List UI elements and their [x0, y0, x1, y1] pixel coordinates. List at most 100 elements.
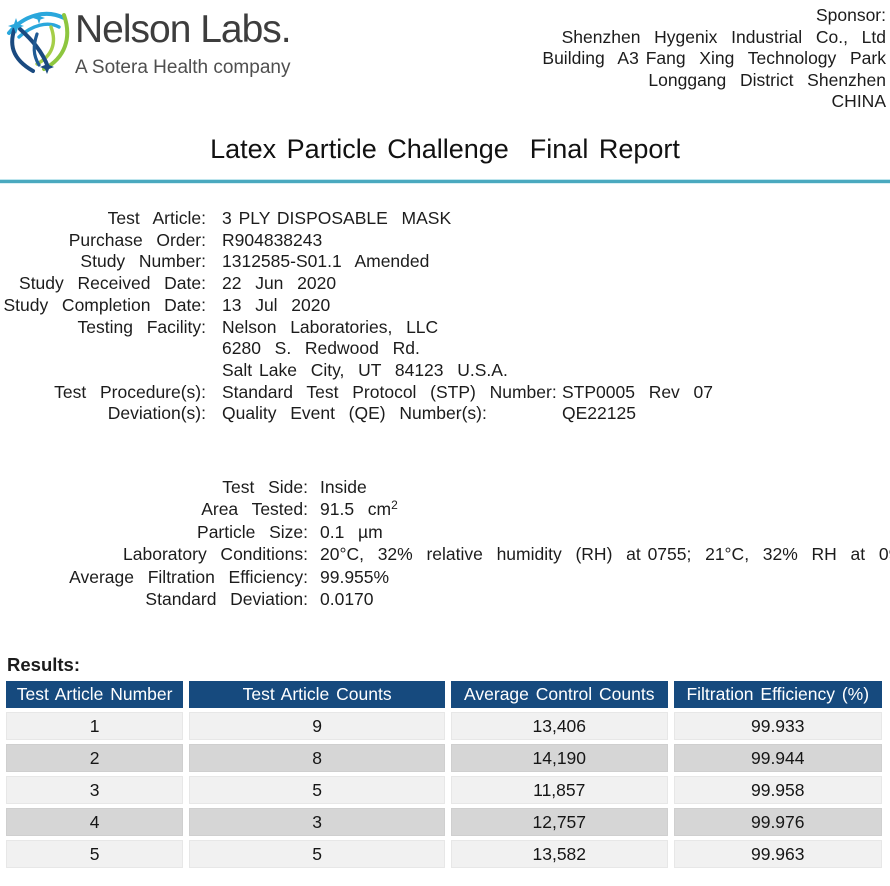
condition-label: Standard Deviation: [145, 589, 308, 610]
results-table: Test Article Number Test Article Counts … [0, 677, 888, 872]
detail-row: Study Completion Date: 13 Jul 2020 [0, 295, 890, 317]
cell-control-counts: 12,757 [451, 808, 668, 837]
cell-control-counts: 11,857 [451, 776, 668, 805]
study-details-section: Test Article: 3 PLY DISPOSABLE MASK Purc… [0, 208, 890, 425]
detail-sub-label: Standard Test Protocol (STP) Number: [222, 381, 557, 402]
detail-label [0, 338, 206, 360]
cell-filtration-efficiency: 99.944 [673, 744, 882, 773]
detail-value: Nelson Laboratories, LLC [222, 316, 439, 337]
cell-filtration-efficiency: 99.933 [673, 712, 882, 741]
detail-row: Purchase Order: R904838243 [0, 230, 890, 252]
cell-control-counts: 13,406 [451, 712, 668, 741]
detail-sub-value: STP0005 Rev 07 [562, 381, 713, 402]
sponsor-label: Sponsor: [815, 5, 886, 25]
condition-row: Average Filtration Efficiency: 99.955% [0, 566, 890, 588]
condition-row: Test Side: Inside [0, 476, 890, 498]
detail-label: Study Completion Date: [3, 294, 206, 315]
area-superscript: 2 [391, 498, 398, 513]
globe-logo-icon [7, 11, 70, 74]
condition-value: Inside [320, 477, 367, 498]
cell-article-number: 1 [6, 712, 184, 741]
cell-article-counts: 3 [189, 808, 446, 837]
detail-value: Standard Test Protocol (STP) Number: STP0… [222, 382, 713, 404]
column-header-filtration-efficiency: Filtration Efficiency (%) [673, 681, 882, 709]
detail-value: Quality Event (QE) Number(s): QE22125 [222, 403, 636, 425]
sponsor-address-line: Shenzhen Hygenix Industrial Co., Ltd [561, 26, 886, 47]
area-tested-value: 91.5 cm [320, 499, 392, 520]
cell-article-counts: 8 [189, 744, 446, 773]
cell-filtration-efficiency: 99.976 [673, 808, 882, 837]
page-header: Nelson Labs. A Sotera Health company Spo… [0, 0, 890, 112]
table-row: 3 5 11,857 99.958 [6, 776, 882, 805]
cell-article-counts: 5 [189, 840, 446, 869]
column-header-test-article-number: Test Article Number [6, 681, 184, 709]
detail-sub-value: QE22125 [562, 403, 636, 424]
condition-label: Test Side: [222, 477, 308, 498]
detail-row: Test Article: 3 PLY DISPOSABLE MASK [0, 208, 890, 230]
condition-label: Laboratory Conditions: [123, 544, 308, 565]
cell-filtration-efficiency: 99.958 [673, 776, 882, 805]
cell-article-number: 2 [6, 744, 184, 773]
condition-row: Particle Size: 0.1 µm [0, 521, 890, 543]
cell-article-number: 5 [6, 840, 184, 869]
condition-value: 91.5 cm2 [320, 498, 398, 520]
condition-value: 0.0170 [320, 589, 374, 610]
detail-row: 6280 S. Redwood Rd. [0, 338, 890, 360]
cell-control-counts: 14,190 [451, 744, 668, 773]
table-row: 2 8 14,190 99.944 [6, 744, 882, 773]
results-heading: Results: [7, 654, 80, 676]
detail-row: Deviation(s): Quality Event (QE) Number(… [0, 403, 890, 425]
detail-label: Test Procedure(s): [54, 381, 206, 402]
detail-value: 6280 S. Redwood Rd. [222, 338, 420, 359]
detail-value: 22 Jun 2020 [222, 273, 337, 294]
condition-label: Area Tested: [201, 499, 308, 520]
cell-article-number: 3 [6, 776, 184, 805]
table-row: 4 3 12,757 99.976 [6, 808, 882, 837]
detail-row: Salt Lake City, UT 84123 U.S.A. [0, 360, 890, 382]
detail-row: Test Procedure(s): Standard Test Protoco… [0, 382, 890, 404]
detail-row: Testing Facility: Nelson Laboratories, L… [0, 317, 890, 339]
condition-label: Particle Size: [197, 521, 308, 542]
test-conditions-section: Test Side: Inside Area Tested: 91.5 cm2 … [0, 476, 890, 610]
condition-row: Laboratory Conditions: 20°C, 32% relativ… [0, 543, 890, 565]
detail-label: Purchase Order: [68, 229, 206, 250]
results-header-row: Test Article Number Test Article Counts … [6, 681, 882, 709]
column-header-average-control-counts: Average Control Counts [451, 681, 668, 709]
condition-row: Standard Deviation: 0.0170 [0, 588, 890, 610]
cell-article-counts: 9 [189, 712, 446, 741]
detail-row: Study Received Date: 22 Jun 2020 [0, 273, 890, 295]
detail-value: 13 Jul 2020 [222, 294, 331, 315]
cell-filtration-efficiency: 99.963 [673, 840, 882, 869]
condition-value: 99.955% [320, 566, 390, 587]
detail-label: Deviation(s): [107, 403, 206, 424]
detail-label: Testing Facility: [77, 316, 206, 337]
condition-value: 20°C, 32% relative humidity (RH) at 0755… [320, 544, 890, 565]
title-divider [0, 180, 890, 183]
cell-control-counts: 13,582 [451, 840, 668, 869]
nelson-labs-logo: Nelson Labs. A Sotera Health company [6, 4, 292, 82]
condition-row: Area Tested: 91.5 cm2 [0, 498, 890, 520]
cell-article-number: 4 [6, 808, 184, 837]
detail-label: Study Number: [80, 251, 206, 272]
sponsor-address-line: Building A3 Fang Xing Technology Park [542, 48, 886, 68]
cell-article-counts: 5 [189, 776, 446, 805]
detail-value: 1312585-S01.1 Amended [222, 251, 430, 272]
table-row: 5 5 13,582 99.963 [6, 840, 882, 869]
sponsor-block: Sponsor: Shenzhen Hygenix Industrial Co.… [542, 4, 886, 113]
column-header-test-article-counts: Test Article Counts [189, 681, 446, 709]
detail-sub-label: Quality Event (QE) Number(s): [222, 403, 487, 424]
logo-text: Nelson Labs. A Sotera Health company [75, 8, 292, 79]
table-row: 1 9 13,406 99.933 [6, 712, 882, 741]
detail-label [0, 360, 206, 382]
logo-brand-name: Nelson Labs. [75, 8, 292, 51]
logo-tagline: A Sotera Health company [75, 57, 291, 78]
detail-value: Salt Lake City, UT 84123 U.S.A. [222, 359, 508, 380]
detail-label: Test Article: [107, 208, 206, 228]
report-title: Latex Particle Challenge Final Report [210, 134, 680, 164]
detail-label: Study Received Date: [19, 273, 206, 294]
detail-value: 3 PLY DISPOSABLE MASK [222, 208, 452, 228]
sponsor-address-line: CHINA [831, 91, 886, 111]
sponsor-address-line: Longgang District Shenzhen [648, 69, 886, 90]
detail-value: R904838243 [222, 229, 323, 250]
